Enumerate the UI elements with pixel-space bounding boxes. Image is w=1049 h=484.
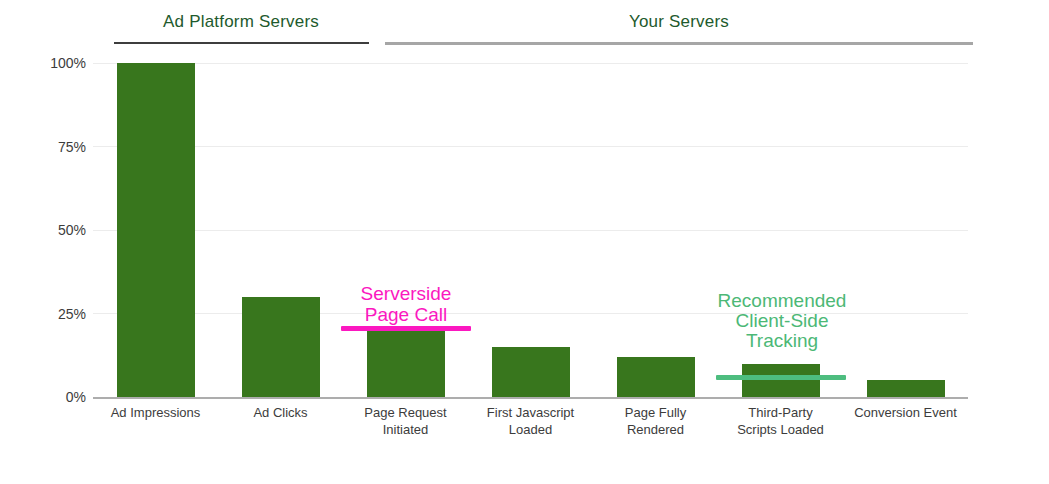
annotation-line-serverside-page-call (341, 326, 471, 331)
x-tick-label-first-javascript-loaded: First JavascriptLoaded (461, 404, 601, 438)
funnel-bar-chart: Ad Platform Servers Your Servers 0% 25% 50… (0, 0, 1049, 484)
bar-ad-impressions (117, 63, 195, 397)
bar-page-request-initiated (367, 330, 445, 397)
section-underline-ad-platform (114, 42, 369, 44)
gridline-75 (93, 146, 968, 147)
annotation-clientside-line1: Recommended (698, 291, 866, 311)
bar-first-javascript-loaded (492, 347, 570, 397)
y-tick-label-100: 100% (0, 55, 86, 71)
section-underline-your-servers (385, 42, 973, 45)
section-header-ad-platform-servers: Ad Platform Servers (113, 12, 369, 32)
annotation-clientside-line3: Tracking (698, 331, 866, 351)
annotation-clientside-line2: Client-Side (698, 311, 866, 331)
gridline-50 (93, 230, 968, 231)
annotation-recommended-client-side-tracking: Recommended Client-Side Tracking (698, 291, 866, 351)
x-axis-baseline (93, 397, 968, 399)
x-tick-label-page-request-initiated: Page RequestInitiated (336, 404, 476, 438)
section-header-your-servers: Your Servers (385, 12, 973, 32)
annotation-line-client-side-tracking (716, 375, 846, 380)
bar-third-party-scripts-loaded (742, 364, 820, 397)
annotation-serverside-line2: Page Call (326, 304, 486, 325)
y-tick-label-0: 0% (0, 389, 86, 405)
x-tick-label-page-fully-rendered: Page FullyRendered (586, 404, 726, 438)
x-tick-label-conversion-event: Conversion Event (836, 404, 976, 421)
x-tick-label-third-party-scripts-loaded: Third-PartyScripts Loaded (711, 404, 851, 438)
y-tick-label-50: 50% (0, 222, 86, 238)
annotation-serverside-page-call: Serverside Page Call (326, 283, 486, 325)
x-tick-label-ad-impressions: Ad Impressions (86, 404, 226, 421)
bar-page-fully-rendered (617, 357, 695, 397)
gridline-100 (93, 63, 968, 64)
x-tick-label-ad-clicks: Ad Clicks (211, 404, 351, 421)
y-axis: 0%25%50%75%100% (0, 63, 86, 397)
bar-conversion-event (867, 380, 945, 397)
annotation-serverside-line1: Serverside (326, 283, 486, 304)
bar-ad-clicks (242, 297, 320, 397)
y-tick-label-75: 75% (0, 139, 86, 155)
y-tick-label-25: 25% (0, 306, 86, 322)
